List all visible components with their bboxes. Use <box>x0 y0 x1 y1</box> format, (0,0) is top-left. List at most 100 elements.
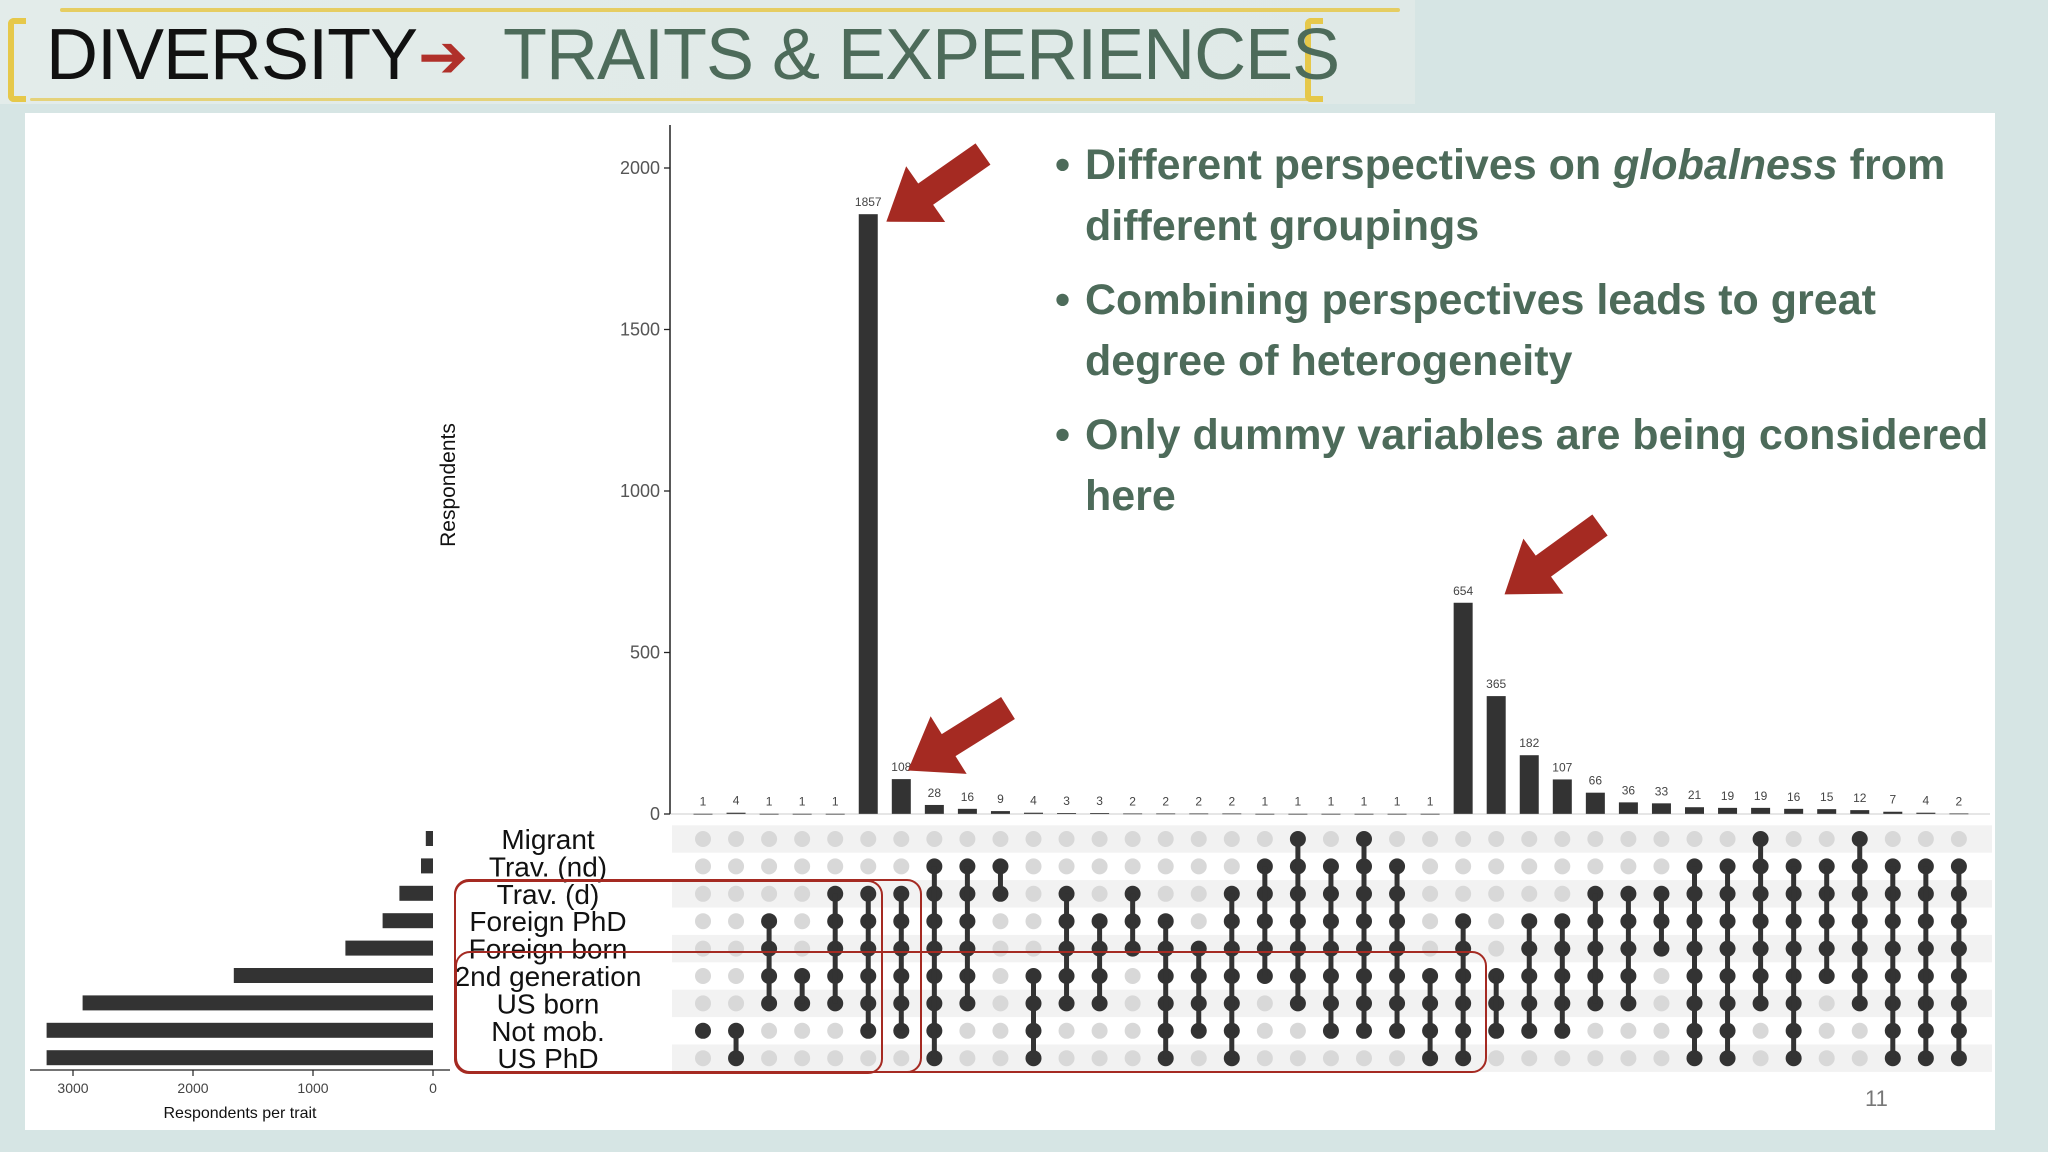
matrix-dot <box>728 940 745 957</box>
matrix-dot <box>1950 831 1967 847</box>
bullet-item: • Combining perspectives leads to great d… <box>1055 276 1876 385</box>
matrix-dot <box>992 1022 1009 1039</box>
matrix-dot <box>1818 1050 1835 1067</box>
set-label: US PhD <box>497 1043 598 1074</box>
matrix-dot <box>992 995 1009 1012</box>
matrix-dot <box>1025 913 1042 930</box>
matrix-dot <box>794 1022 811 1039</box>
matrix-dot <box>926 831 943 847</box>
intersection-bar <box>1883 811 1903 814</box>
matrix-dot <box>959 831 976 847</box>
matrix-dot <box>1455 858 1472 875</box>
matrix-dot <box>1488 831 1505 847</box>
matrix-dot <box>1422 858 1439 875</box>
matrix-dot <box>1851 1050 1868 1067</box>
matrix-dot <box>1620 1050 1637 1067</box>
matrix-dot <box>1223 831 1240 847</box>
y-tick-label: 0 <box>650 804 660 824</box>
matrix-dot <box>1686 831 1703 847</box>
matrix-dot <box>893 831 910 847</box>
intersection-bar <box>1519 755 1539 814</box>
matrix-dot <box>1884 831 1901 847</box>
bullet-1-em: globalness <box>1613 141 1838 189</box>
bar-count-label: 36 <box>1622 783 1636 797</box>
matrix-dot <box>1554 885 1571 902</box>
matrix-dot <box>1025 885 1042 902</box>
matrix-dot <box>1256 995 1273 1012</box>
set-label: Foreign born <box>469 934 628 965</box>
bar-count-label: 2 <box>1228 794 1235 808</box>
matrix-dot <box>1719 831 1736 847</box>
set-size-bar <box>399 885 433 901</box>
bar-count-label: 1 <box>1427 795 1434 809</box>
callout-arrow <box>1504 514 1608 595</box>
matrix-dot <box>794 831 811 847</box>
bar-count-label: 4 <box>1030 794 1037 808</box>
matrix-dot <box>1025 858 1042 875</box>
bar-count-label: 66 <box>1589 774 1603 788</box>
matrix-dot <box>1190 831 1207 847</box>
bar-count-label: 19 <box>1721 789 1735 803</box>
matrix-dot <box>1190 1050 1207 1067</box>
matrix-dot <box>860 858 877 875</box>
intersection-bar <box>1057 813 1077 815</box>
title-top-rule <box>60 8 1400 12</box>
set-size-bar <box>382 913 433 929</box>
matrix-dot <box>1091 885 1108 902</box>
matrix-dot <box>728 968 745 984</box>
matrix-dot <box>728 858 745 875</box>
matrix-dot <box>1124 858 1141 875</box>
matrix-dot <box>695 940 711 957</box>
intersection-bar <box>1486 696 1506 814</box>
bar-count-label: 1 <box>1262 795 1269 809</box>
bar-count-label: 2 <box>1162 794 1169 808</box>
matrix-dot <box>1157 831 1174 847</box>
bar-count-label: 1 <box>799 795 806 809</box>
bullet-item: • Only dummy variables are being consider… <box>1055 411 1989 520</box>
matrix-dot <box>992 913 1009 930</box>
set-size-tick-label: 3000 <box>57 1080 88 1096</box>
matrix-dot <box>959 1022 976 1039</box>
matrix-dot <box>794 885 811 902</box>
matrix-dot <box>728 831 745 847</box>
bar-count-label: 1 <box>1295 795 1302 809</box>
bar-count-label: 2 <box>1956 794 1963 808</box>
bar-count-label: 654 <box>1453 584 1473 598</box>
matrix-dot <box>794 858 811 875</box>
bullet-item: • Different perspectives on globalness fr… <box>1055 141 1946 250</box>
matrix-dot <box>1422 940 1439 957</box>
left-bracket-decoration <box>8 18 26 102</box>
matrix-dot <box>1356 1050 1372 1067</box>
matrix-dot <box>695 885 711 902</box>
matrix-dot-active <box>695 1022 711 1039</box>
intersection-bar <box>1718 807 1738 814</box>
intersection-bar <box>1916 812 1936 814</box>
matrix-dot <box>1091 858 1108 875</box>
matrix-dot <box>827 1050 844 1067</box>
matrix-dot <box>827 831 844 847</box>
matrix-dot <box>1025 831 1042 847</box>
matrix-dot <box>1851 1022 1868 1039</box>
matrix-dot <box>1653 858 1670 875</box>
bar-count-label: 15 <box>1820 790 1834 804</box>
y-axis-label: Respondents <box>437 423 460 547</box>
matrix-dot <box>695 1050 711 1067</box>
matrix-dot <box>1256 1022 1273 1039</box>
bar-count-label: 1 <box>766 795 773 809</box>
bar-count-label: 1 <box>700 795 707 809</box>
matrix-dot <box>1818 831 1835 847</box>
matrix-dot <box>992 831 1009 847</box>
intersection-bar <box>1850 810 1870 814</box>
matrix-dot <box>1785 831 1802 847</box>
y-tick-label: 1000 <box>620 481 660 501</box>
matrix-dot <box>1289 1050 1306 1067</box>
bullet-3-text: Only dummy variables are being considere… <box>1085 411 1989 520</box>
title-traits: TRAITS & EXPERIENCES <box>503 15 1340 95</box>
matrix-dot <box>1653 995 1670 1012</box>
matrix-dot <box>1653 1050 1670 1067</box>
set-size-bar <box>345 940 433 956</box>
matrix-dot <box>1752 1022 1769 1039</box>
intersection-bar <box>1585 792 1605 814</box>
matrix-dot <box>1389 1050 1406 1067</box>
matrix-dot <box>1157 858 1174 875</box>
